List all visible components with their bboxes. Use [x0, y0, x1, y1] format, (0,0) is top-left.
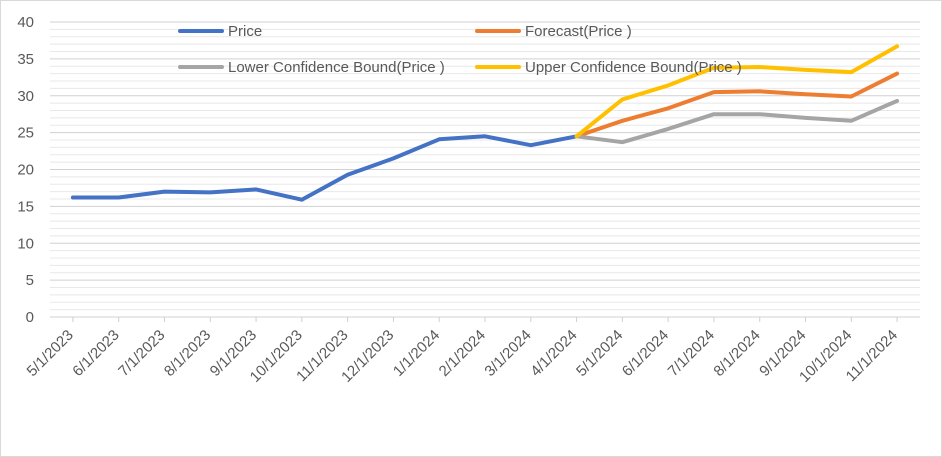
x-tick-label: 2/1/2024	[436, 327, 489, 380]
y-tick-label: 30	[17, 88, 34, 105]
series-line-4	[574, 44, 900, 139]
series-line-1	[70, 134, 579, 202]
y-tick-label: 20	[17, 162, 34, 179]
x-tick-label: 8/1/2024	[710, 327, 763, 380]
legend-label: Lower Confidence Bound(Price )	[228, 59, 445, 76]
legend-label: Price	[228, 23, 262, 40]
y-tick-label: 40	[17, 14, 34, 31]
x-tick-label: 4/1/2024	[527, 327, 580, 380]
y-tick-label: 0	[26, 309, 34, 326]
x-tick-label: 3/1/2024	[481, 327, 534, 380]
x-tick-label: 6/1/2024	[619, 327, 672, 380]
series-line-3	[574, 98, 900, 145]
series-line-2	[574, 71, 900, 139]
x-tick-label: 8/1/2023	[161, 327, 214, 380]
x-tick-label: 6/1/2023	[69, 327, 122, 380]
x-tick-label: 5/1/2023	[24, 327, 77, 380]
y-tick-label: 35	[17, 51, 34, 68]
y-tick-label: 15	[17, 198, 34, 215]
legend-label: Upper Confidence Bound(Price )	[525, 59, 742, 76]
x-tick-label: 1/1/2024	[390, 327, 443, 380]
x-tick-label: 7/1/2023	[115, 327, 168, 380]
legend: Price Forecast(Price ) Lower Confidence Bo…	[178, 23, 742, 76]
y-tick-label: 5	[26, 272, 34, 289]
y-tick-label: 10	[17, 235, 34, 252]
legend-label: Forecast(Price )	[525, 23, 632, 40]
x-tick-label: 7/1/2024	[665, 327, 718, 380]
y-tick-label: 25	[17, 125, 34, 142]
series-lines	[70, 44, 900, 202]
x-tick-label: 5/1/2024	[573, 327, 626, 380]
